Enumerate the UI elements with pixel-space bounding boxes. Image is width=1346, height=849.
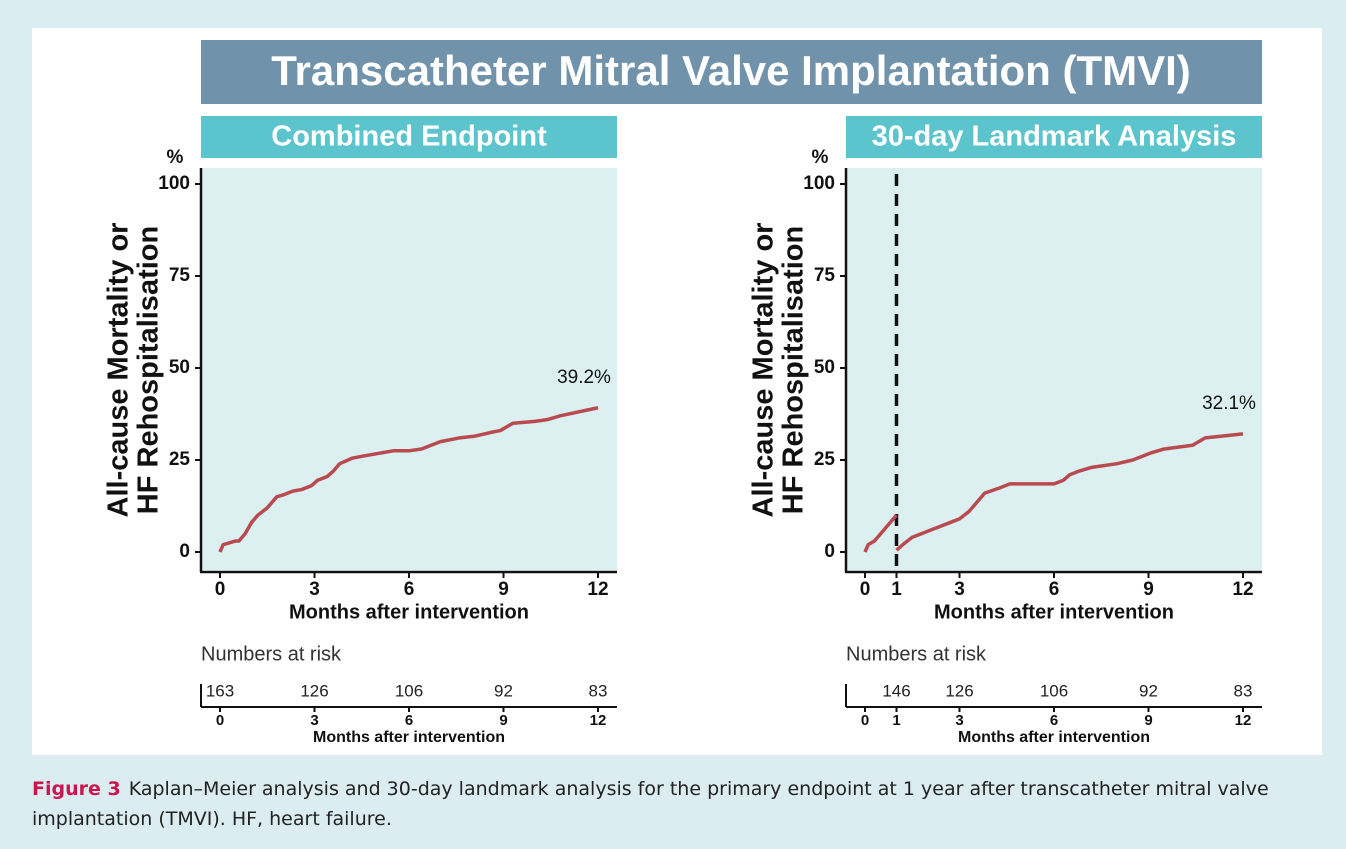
risk-count: 92: [494, 681, 513, 700]
x-axis-label: Months after intervention: [289, 601, 529, 623]
y-tick-label: 75: [814, 265, 836, 286]
y-tick-label: 50: [169, 357, 190, 378]
risk-count: 83: [1234, 681, 1253, 700]
plot-area: [846, 168, 1262, 570]
x-tick-label: 9: [1143, 579, 1154, 600]
end-label: 39.2%: [557, 367, 611, 388]
chart-title: 30-day Landmark Analysis: [872, 121, 1237, 153]
km-curve: [863, 432, 1244, 553]
risk-count: 126: [945, 681, 973, 700]
end-label: 32.1%: [1202, 393, 1256, 414]
y-unit: %: [167, 147, 184, 168]
banner: [201, 40, 1262, 104]
risk-x-tick-label: 6: [405, 712, 413, 729]
y-tick-label: 50: [814, 357, 835, 378]
y-axis-label: HF Rehospitalisation: [778, 226, 810, 514]
risk-x-tick-label: 9: [499, 712, 507, 729]
subtitle-box: [846, 116, 1262, 158]
y-tick-label: 0: [824, 541, 835, 562]
y-tick-label: 0: [179, 541, 190, 562]
x-tick-label: 0: [215, 579, 226, 600]
risk-count: 92: [1139, 681, 1158, 700]
x-tick-label: 6: [1049, 579, 1060, 600]
y-axis-label: All-cause Mortality or: [103, 223, 135, 518]
risk-x-label: Months after intervention: [958, 729, 1150, 746]
km-curve: [218, 406, 599, 553]
y-tick-label: 100: [158, 173, 190, 194]
caption-label: Figure 3: [32, 778, 121, 800]
risk-x-tick-label: 9: [1144, 712, 1152, 729]
x-tick-label: 3: [309, 579, 320, 600]
x-tick-label: 0: [860, 579, 871, 600]
x-tick-label: 1: [891, 579, 902, 600]
y-tick-label: 25: [814, 449, 836, 470]
risk-count: 83: [589, 681, 608, 700]
figure: Transcatheter Mitral Valve Implantation …: [32, 28, 1322, 755]
risk-table-title: Numbers at risk: [846, 643, 987, 665]
risk-count: 106: [1040, 681, 1068, 700]
risk-table-title: Numbers at risk: [201, 643, 342, 665]
chart-title: Combined Endpoint: [271, 121, 547, 153]
risk-count: 106: [395, 681, 423, 700]
y-axis-label: HF Rehospitalisation: [133, 226, 165, 514]
x-tick-label: 6: [404, 579, 415, 600]
risk-x-tick-label: 1: [892, 712, 900, 729]
caption: Figure 3 Kaplan–Meier analysis and 30-day…: [32, 774, 1327, 834]
x-tick-label: 3: [954, 579, 965, 600]
x-tick-label: 12: [1232, 579, 1253, 600]
risk-x-tick-label: 0: [216, 712, 224, 729]
risk-count: 146: [882, 681, 910, 700]
subtitle-box: [201, 116, 617, 158]
x-tick-label: 12: [587, 579, 608, 600]
y-tick-label: 100: [803, 173, 835, 194]
risk-x-tick-label: 3: [955, 712, 963, 729]
risk-x-tick-label: 3: [310, 712, 318, 729]
y-tick-label: 25: [169, 449, 191, 470]
risk-x-tick-label: 6: [1050, 712, 1058, 729]
x-tick-label: 9: [498, 579, 509, 600]
figure-title: Transcatheter Mitral Valve Implantation …: [271, 47, 1191, 94]
risk-x-tick-label: 12: [1235, 712, 1252, 729]
y-axis-label: All-cause Mortality or: [748, 223, 780, 518]
y-unit: %: [812, 147, 829, 168]
x-axis-label: Months after intervention: [934, 601, 1174, 623]
risk-count: 163: [206, 681, 234, 700]
risk-x-label: Months after intervention: [313, 729, 505, 746]
risk-count: 126: [300, 681, 328, 700]
y-tick-label: 75: [169, 265, 191, 286]
risk-x-tick-label: 12: [590, 712, 607, 729]
caption-text: Kaplan–Meier analysis and 30-day landmar…: [32, 778, 1269, 830]
risk-x-tick-label: 0: [861, 712, 869, 729]
